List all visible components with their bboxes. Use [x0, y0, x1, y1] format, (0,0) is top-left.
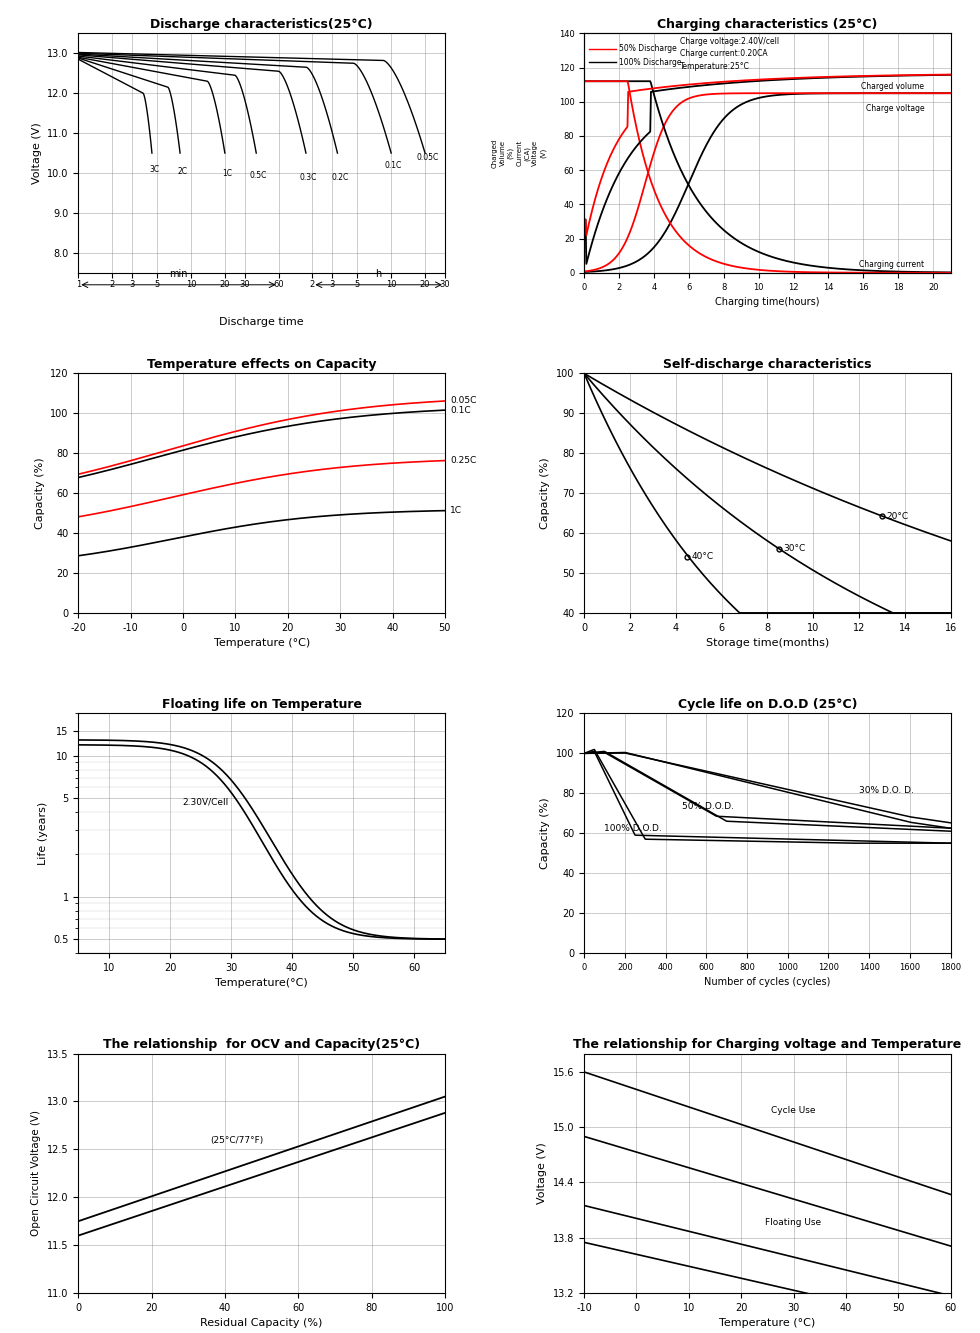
Text: Cycle Use: Cycle Use: [771, 1106, 815, 1116]
Text: 1C: 1C: [450, 507, 463, 515]
Text: Voltage: Voltage: [532, 140, 538, 167]
Text: 50% Discharge: 50% Discharge: [619, 44, 677, 53]
Text: 30% D.O. D.: 30% D.O. D.: [859, 786, 914, 796]
X-axis label: Discharge time: Discharge time: [220, 317, 304, 327]
Text: 2C: 2C: [177, 167, 187, 176]
Text: 3C: 3C: [149, 165, 160, 175]
Text: (%): (%): [508, 147, 514, 160]
Text: h: h: [375, 269, 382, 279]
Text: Floating Use: Floating Use: [765, 1217, 821, 1226]
Text: 0.05C: 0.05C: [450, 396, 476, 405]
X-axis label: Number of cycles (cycles): Number of cycles (cycles): [705, 977, 831, 988]
Text: (V): (V): [540, 148, 546, 159]
Text: min: min: [170, 269, 188, 279]
X-axis label: Charging time(hours): Charging time(hours): [715, 297, 819, 307]
Text: 0.3C: 0.3C: [300, 173, 317, 183]
Y-axis label: Capacity (%): Capacity (%): [34, 457, 45, 529]
Text: 0.5C: 0.5C: [250, 171, 268, 180]
Text: (CA): (CA): [524, 145, 530, 161]
Title: Self-discharge characteristics: Self-discharge characteristics: [663, 357, 871, 371]
Y-axis label: Life (years): Life (years): [38, 801, 48, 865]
Text: Charged: Charged: [492, 139, 498, 168]
X-axis label: Temperature (°C): Temperature (°C): [719, 1318, 815, 1328]
Y-axis label: Voltage (V): Voltage (V): [537, 1142, 548, 1204]
Text: 0.1C: 0.1C: [385, 161, 402, 171]
Title: Cycle life on D.O.D (25°C): Cycle life on D.O.D (25°C): [677, 698, 858, 710]
X-axis label: Residual Capacity (%): Residual Capacity (%): [201, 1318, 322, 1328]
Text: Charge voltage:2.40V/cell
Charge current:0.20CA
Temperature:25°C: Charge voltage:2.40V/cell Charge current…: [680, 37, 779, 71]
Text: Volume: Volume: [500, 140, 506, 167]
X-axis label: Temperature(°C): Temperature(°C): [216, 978, 308, 988]
Text: 2.30V/Cell: 2.30V/Cell: [182, 797, 228, 806]
Y-axis label: Voltage (V): Voltage (V): [31, 123, 41, 184]
Y-axis label: Open Circuit Voltage (V): Open Circuit Voltage (V): [31, 1110, 41, 1236]
Text: 0.1C: 0.1C: [450, 405, 470, 415]
Text: Charging current: Charging current: [859, 260, 924, 269]
Text: 1C: 1C: [222, 169, 232, 179]
X-axis label: Storage time(months): Storage time(months): [706, 639, 829, 648]
Text: 50% D.O.D.: 50% D.O.D.: [682, 802, 734, 812]
Title: The relationship  for OCV and Capacity(25°C): The relationship for OCV and Capacity(25…: [103, 1038, 420, 1050]
X-axis label: Temperature (°C): Temperature (°C): [214, 639, 310, 648]
Text: 100% D.O.D.: 100% D.O.D.: [605, 824, 662, 833]
Text: 0.05C: 0.05C: [416, 153, 439, 163]
Y-axis label: Capacity (%): Capacity (%): [540, 797, 551, 869]
Title: Charging characteristics (25°C): Charging characteristics (25°C): [658, 17, 877, 31]
Title: The relationship for Charging voltage and Temperature: The relationship for Charging voltage an…: [573, 1038, 961, 1050]
Text: 0.2C: 0.2C: [331, 173, 349, 183]
Text: 40°C: 40°C: [692, 552, 713, 561]
Text: 30°C: 30°C: [783, 544, 806, 553]
Text: (25°C/77°F): (25°C/77°F): [211, 1136, 264, 1145]
Text: 100% Discharge: 100% Discharge: [619, 57, 681, 67]
Title: Temperature effects on Capacity: Temperature effects on Capacity: [147, 357, 376, 371]
Text: 0.25C: 0.25C: [450, 456, 476, 465]
Title: Floating life on Temperature: Floating life on Temperature: [162, 698, 362, 710]
Text: Current: Current: [516, 140, 522, 167]
Y-axis label: Capacity (%): Capacity (%): [541, 457, 551, 529]
Text: 20°C: 20°C: [887, 512, 908, 520]
Text: Charged volume: Charged volume: [861, 81, 924, 91]
Text: Charge voltage: Charge voltage: [865, 104, 924, 113]
Title: Discharge characteristics(25°C): Discharge characteristics(25°C): [150, 17, 373, 31]
